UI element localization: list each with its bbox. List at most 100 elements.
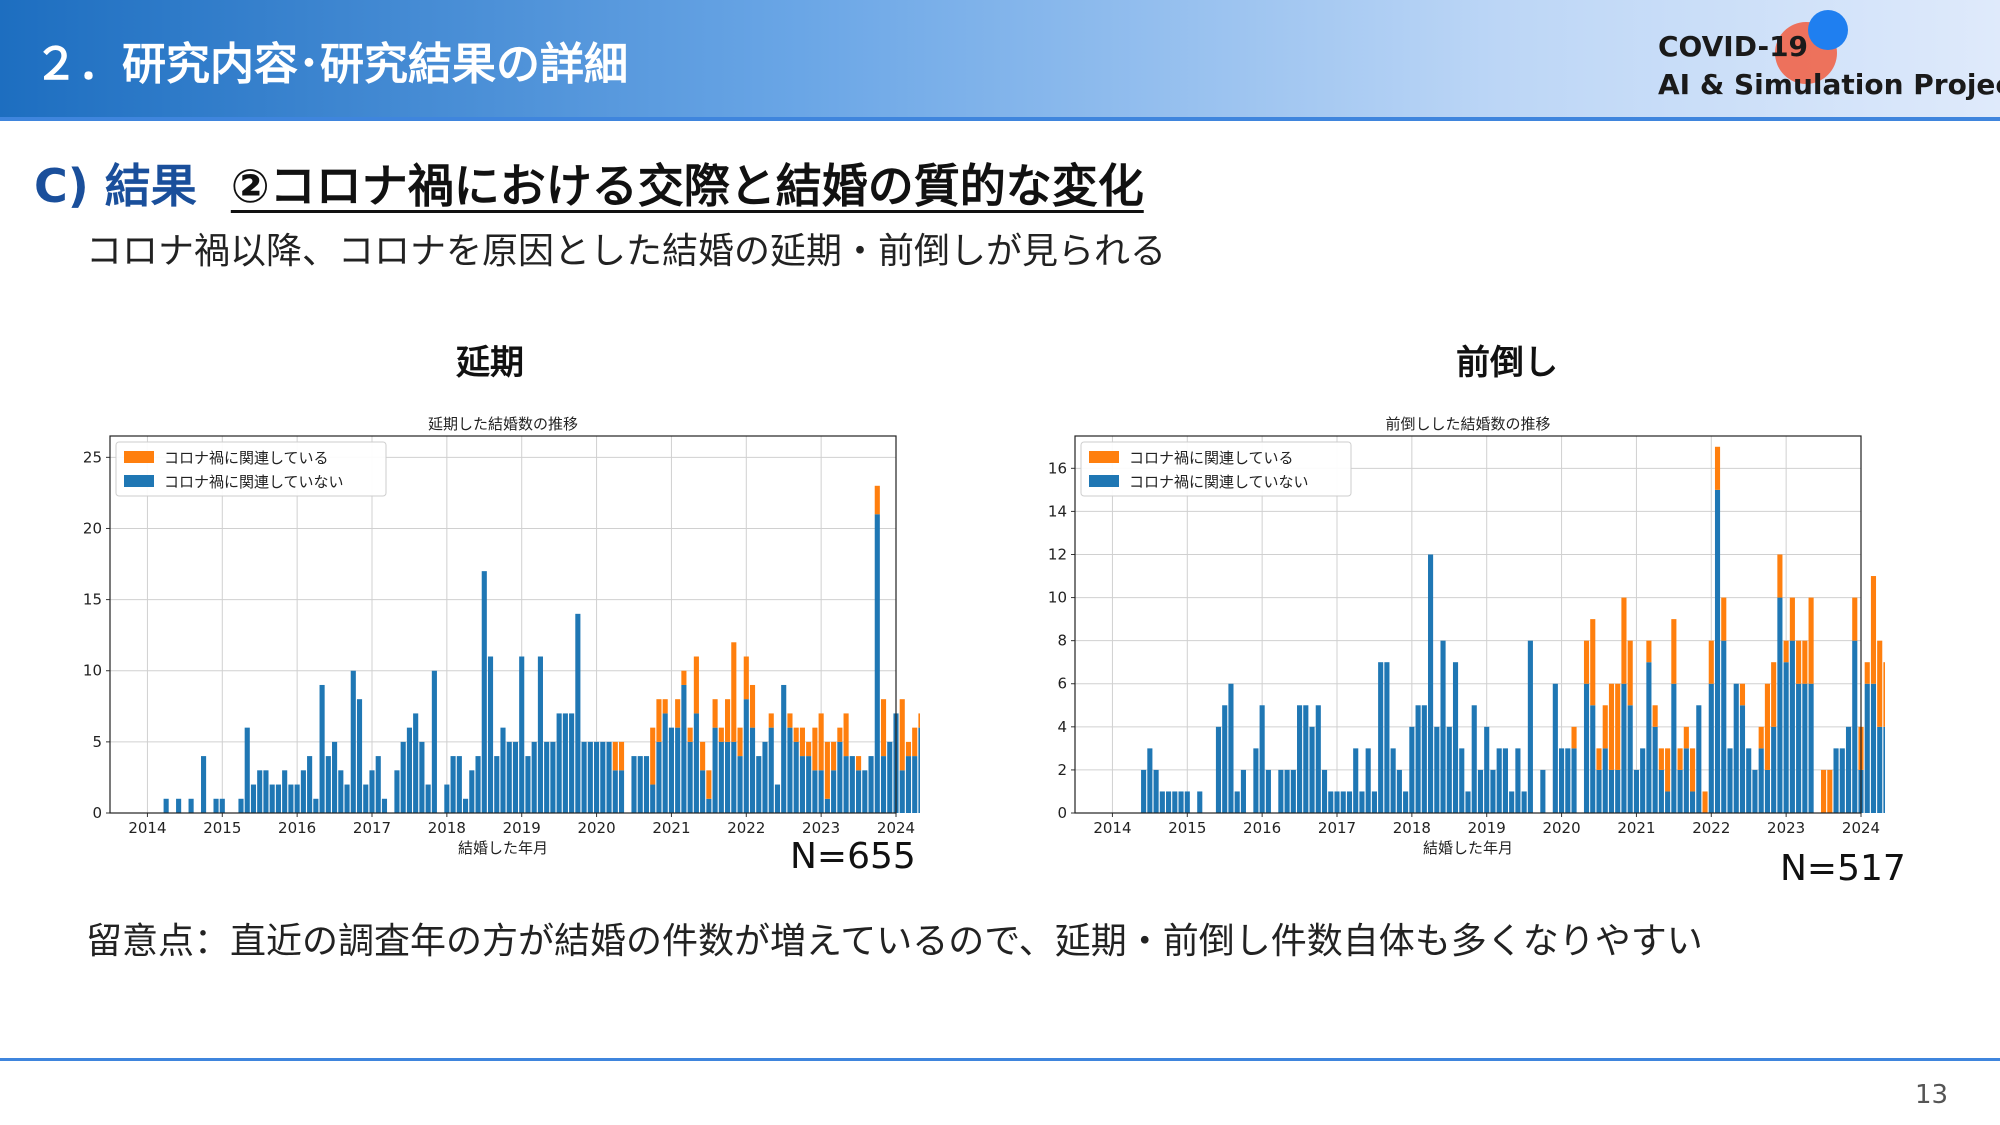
bar-unrelated [519,656,525,813]
bar-related [1877,640,1883,727]
bar-unrelated [774,784,781,813]
bar-unrelated [918,727,920,813]
x-tick-label: 2020 [577,819,615,837]
bar-unrelated [837,741,843,813]
bar-unrelated [1746,748,1752,813]
bar-unrelated [1571,748,1577,813]
bar-related [1677,748,1683,770]
bar-unrelated [1833,748,1839,813]
bar-related [1683,726,1689,749]
bar-unrelated [1540,769,1546,813]
bar-unrelated [1334,791,1340,813]
bar-unrelated [1502,748,1508,813]
bar-unrelated [1340,791,1346,813]
bar-unrelated [544,741,550,813]
bar-unrelated [1178,791,1184,813]
legend-label: コロナ禍に関連している [1129,449,1294,467]
bar-unrelated [556,713,562,813]
bar-unrelated [818,770,824,813]
footer-divider [0,1058,2000,1061]
bar-unrelated [1683,748,1689,813]
bar-unrelated [1671,683,1677,813]
bar-related [718,727,724,742]
bar-related [743,656,749,700]
bar-unrelated [325,756,331,813]
x-tick-label: 2016 [1243,819,1281,837]
bar-unrelated [1428,554,1434,813]
bar-unrelated [1234,791,1240,813]
bar-unrelated [1802,683,1808,813]
bar-unrelated [163,798,169,813]
bar-unrelated [693,713,699,813]
bar-unrelated [369,770,375,813]
y-tick-label: 2 [1057,761,1067,779]
bar-unrelated [612,770,618,813]
bar-related [1671,619,1677,684]
bar-related [818,713,824,771]
bar-unrelated [874,514,880,813]
y-tick-label: 8 [1057,632,1067,650]
bar-related [831,741,837,771]
bar-unrelated [856,770,862,813]
bar-unrelated [469,770,475,813]
bar-related [618,741,625,771]
bar-unrelated [768,727,774,813]
bar-unrelated [450,756,456,813]
bar-related [1571,726,1577,749]
bar-unrelated [1346,791,1353,813]
bar-related [687,727,693,742]
bar-unrelated [1490,769,1496,813]
bar-unrelated [581,741,587,813]
bar-unrelated [637,756,643,813]
bar-unrelated [631,756,637,813]
bar-related [918,713,920,728]
bar-unrelated [344,784,350,813]
bar-unrelated [1284,769,1290,813]
legend-box [115,441,387,497]
bar-unrelated [731,741,737,813]
bar-related [843,713,849,757]
bar-related [656,699,662,742]
bar-unrelated [400,741,406,813]
bar-unrelated [1714,489,1721,813]
bar-unrelated [562,713,568,813]
bar-unrelated [275,784,281,813]
bar-related [1796,640,1802,684]
x-tick-label: 2022 [1692,819,1730,837]
bar-related [749,684,756,728]
x-tick-label: 2024 [877,819,915,837]
bar-unrelated [912,756,918,813]
bar-unrelated [494,756,500,813]
x-tick-label: 2020 [1542,819,1580,837]
bar-unrelated [762,741,768,813]
bar-related [1652,705,1658,727]
bar-unrelated [1496,748,1502,813]
bar-related [1583,640,1590,684]
header-bar [0,0,2000,117]
bar-unrelated [718,741,724,813]
bar-related [1608,683,1615,770]
x-tick-label: 2024 [1842,819,1880,837]
bar-unrelated [1184,791,1190,813]
x-axis-label: 結婚した年月 [1423,839,1513,857]
bar-unrelated [687,741,693,813]
bar-related [1870,576,1877,684]
bar-unrelated [1883,726,1885,813]
bar-unrelated [481,571,487,813]
bar-unrelated [1297,705,1303,813]
x-tick-label: 2016 [278,819,316,837]
bar-unrelated [1166,791,1172,813]
plot-frame [1074,435,1862,814]
bar-unrelated [1303,705,1309,813]
bar-related [899,699,905,771]
legend-label: コロナ禍に関連している [164,449,329,467]
bar-unrelated [1509,791,1515,813]
bar-related [905,741,912,757]
bar-unrelated [787,727,793,813]
bar-related [1708,640,1714,684]
bar-unrelated [1421,705,1427,813]
bar-related [1646,640,1652,663]
bar-unrelated [668,727,674,813]
bar-unrelated [300,770,306,813]
bar-unrelated [1552,683,1558,813]
